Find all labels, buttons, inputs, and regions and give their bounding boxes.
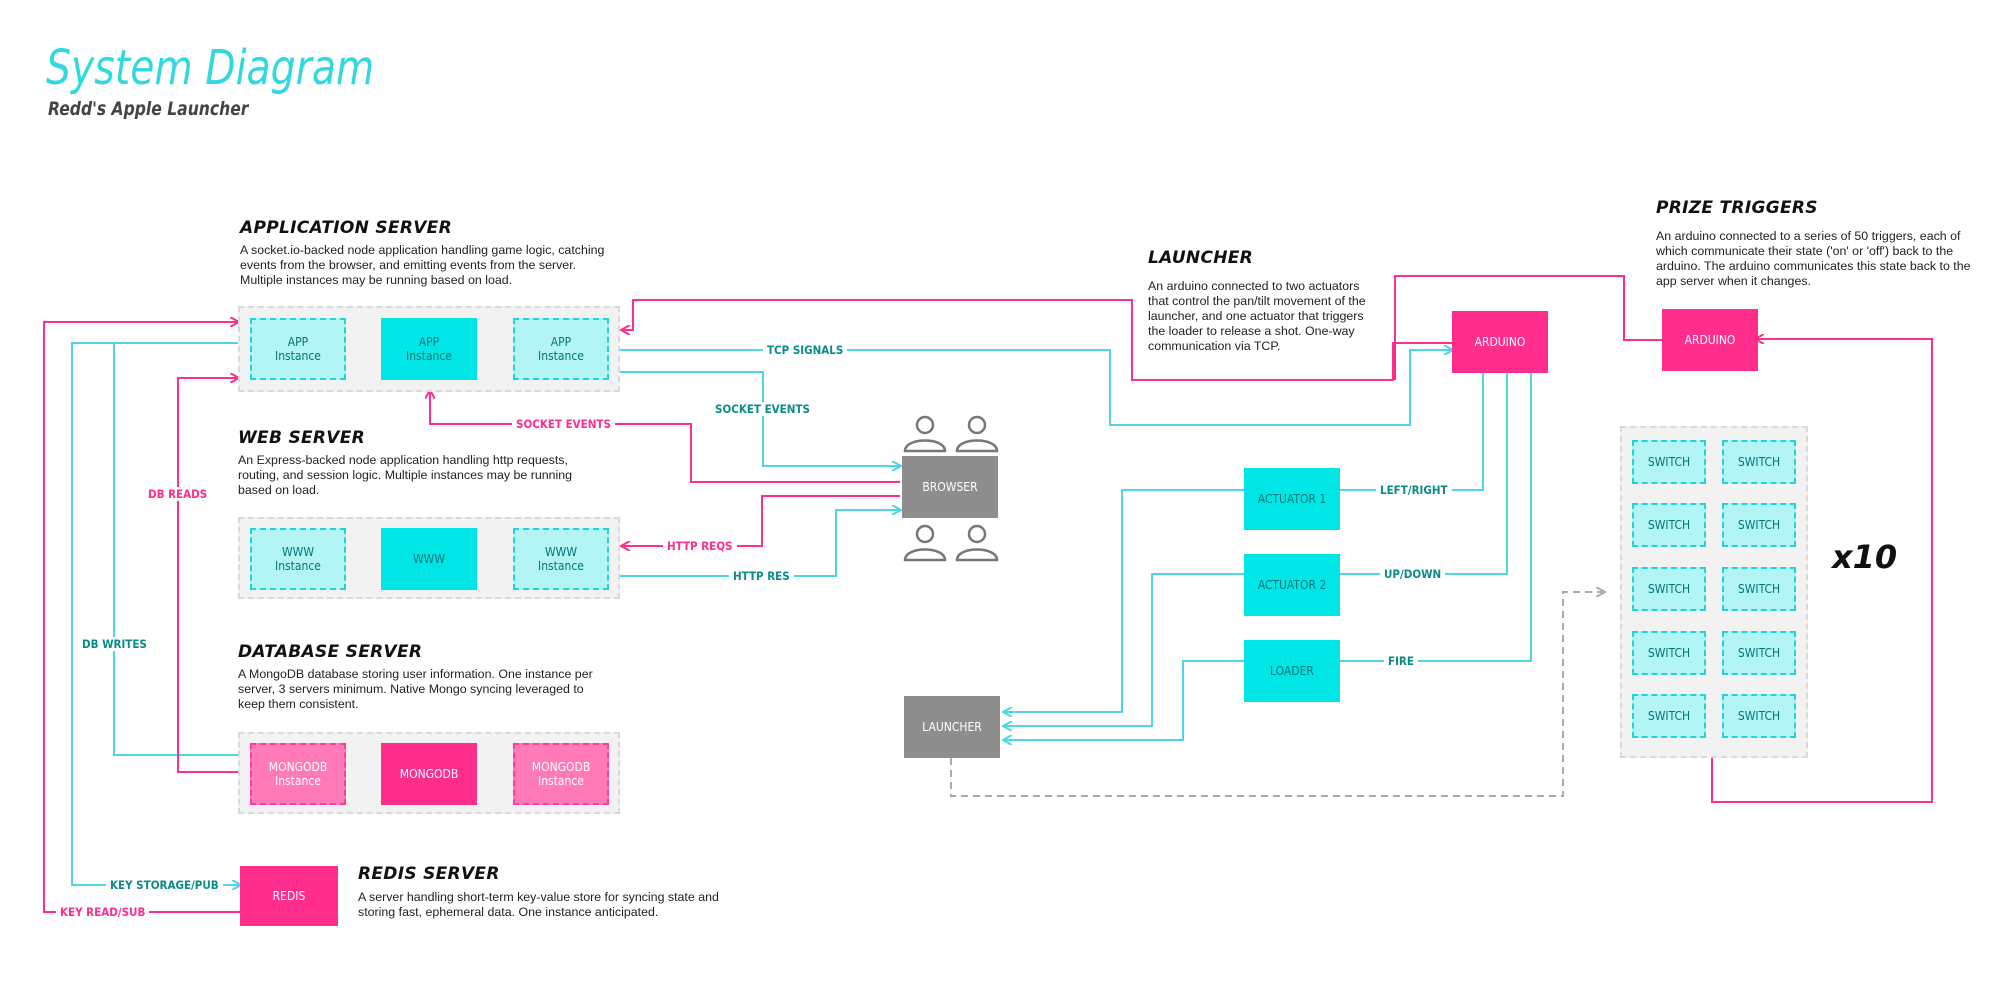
edge-label-db-reads: DB READS — [144, 487, 212, 501]
edge-switches-to-prize-arduino — [1711, 339, 1933, 803]
www-instance-2[interactable]: WWW — [381, 528, 477, 590]
edge-label-key-storage: KEY STORAGE/PUB — [106, 878, 223, 892]
edge-socket-events-cyan — [618, 371, 900, 466]
edge-loader-launcher — [1004, 660, 1244, 740]
www-instance-1[interactable]: WWW Instance — [250, 528, 346, 590]
edge-db-writes — [113, 342, 250, 755]
loader-node[interactable]: LOADER — [1244, 640, 1340, 702]
edge-label-key-read: KEY READ/SUB — [56, 905, 150, 919]
edge-actuator1-launcher — [1004, 489, 1244, 712]
database-server-title: DATABASE SERVER — [238, 642, 423, 662]
switch-node[interactable]: SWITCH — [1722, 631, 1796, 675]
multiplier-label: x10 — [1832, 538, 1898, 576]
prize-arduino-node[interactable]: ARDUINO — [1662, 309, 1758, 371]
edge-label-http-reqs: HTTP REQS — [663, 539, 737, 553]
launcher-section-title: LAUNCHER — [1148, 248, 1254, 268]
diagram-title: System Diagram — [46, 40, 375, 96]
switch-node[interactable]: SWITCH — [1632, 694, 1706, 738]
switch-node[interactable]: SWITCH — [1722, 694, 1796, 738]
switch-node[interactable]: SWITCH — [1722, 503, 1796, 547]
edge-label-fire: FIRE — [1384, 654, 1418, 668]
redis-server-title: REDIS SERVER — [358, 864, 500, 884]
application-server-title: APPLICATION SERVER — [240, 218, 452, 238]
edge-label-socket-events-cyan: SOCKET EVENTS — [711, 402, 814, 416]
edge-tcp-signals — [618, 350, 1452, 426]
launcher-section-description: An arduino connected to two actuators th… — [1148, 279, 1366, 353]
edge-label-http-res: HTTP RES — [729, 569, 794, 583]
app-instance-2[interactable]: APP Instance — [381, 318, 477, 380]
app-instance-3[interactable]: APP Instance — [513, 318, 609, 380]
user-icon — [903, 524, 947, 562]
mongodb-instance-3[interactable]: MONGODB Instance — [513, 743, 609, 805]
edge-launcher-arduino-to-app — [622, 299, 1452, 381]
edge-label-left-right: LEFT/RIGHT — [1376, 483, 1452, 497]
web-server-title: WEB SERVER — [238, 428, 366, 448]
application-server-description: A socket.io-backed node application hand… — [240, 243, 605, 287]
edge-key-read — [43, 322, 240, 913]
app-instance-1[interactable]: APP Instance — [250, 318, 346, 380]
redis-server-description: A server handling short-term key-value s… — [358, 890, 719, 919]
edge-http-res — [618, 510, 900, 577]
edge-key-storage — [71, 342, 240, 885]
edge-prize-arduino-to-app — [1394, 275, 1662, 380]
user-icon — [955, 415, 999, 453]
edge-label-up-down: UP/DOWN — [1380, 567, 1446, 581]
user-icon — [903, 415, 947, 453]
launcher-arduino-node[interactable]: ARDUINO — [1452, 311, 1548, 373]
edge-label-tcp-signals: TCP SIGNALS — [763, 343, 848, 357]
user-icon — [955, 524, 999, 562]
launcher-node[interactable]: LAUNCHER — [904, 696, 1000, 758]
redis-node[interactable]: REDIS — [240, 866, 338, 926]
edge-socket-events-pink — [430, 391, 900, 483]
www-instance-3[interactable]: WWW Instance — [513, 528, 609, 590]
switch-node[interactable]: SWITCH — [1632, 440, 1706, 484]
edge-label-socket-events-pink: SOCKET EVENTS — [512, 417, 615, 431]
edge-db-reads — [177, 378, 250, 773]
database-server-description: A MongoDB database storing user informat… — [238, 667, 593, 711]
edge-actuator2-launcher — [1004, 573, 1244, 726]
actuator-1-node[interactable]: ACTUATOR 1 — [1244, 468, 1340, 530]
switch-node[interactable]: SWITCH — [1632, 631, 1706, 675]
prize-triggers-description: An arduino connected to a series of 50 t… — [1656, 229, 1971, 288]
prize-triggers-title: PRIZE TRIGGERS — [1656, 198, 1818, 218]
diagram-subtitle: Redd's Apple Launcher — [48, 98, 249, 120]
switch-node[interactable]: SWITCH — [1632, 503, 1706, 547]
browser-node[interactable]: BROWSER — [902, 456, 998, 518]
switch-node[interactable]: SWITCH — [1722, 567, 1796, 611]
edge-launcher-to-switches — [950, 592, 1604, 797]
switch-node[interactable]: SWITCH — [1722, 440, 1796, 484]
web-server-description: An Express-backed node application handl… — [238, 453, 573, 497]
edge-label-db-writes: DB WRITES — [78, 637, 151, 651]
mongodb-instance-2[interactable]: MONGODB — [381, 743, 477, 805]
mongodb-instance-1[interactable]: MONGODB Instance — [250, 743, 346, 805]
switch-node[interactable]: SWITCH — [1632, 567, 1706, 611]
actuator-2-node[interactable]: ACTUATOR 2 — [1244, 554, 1340, 616]
